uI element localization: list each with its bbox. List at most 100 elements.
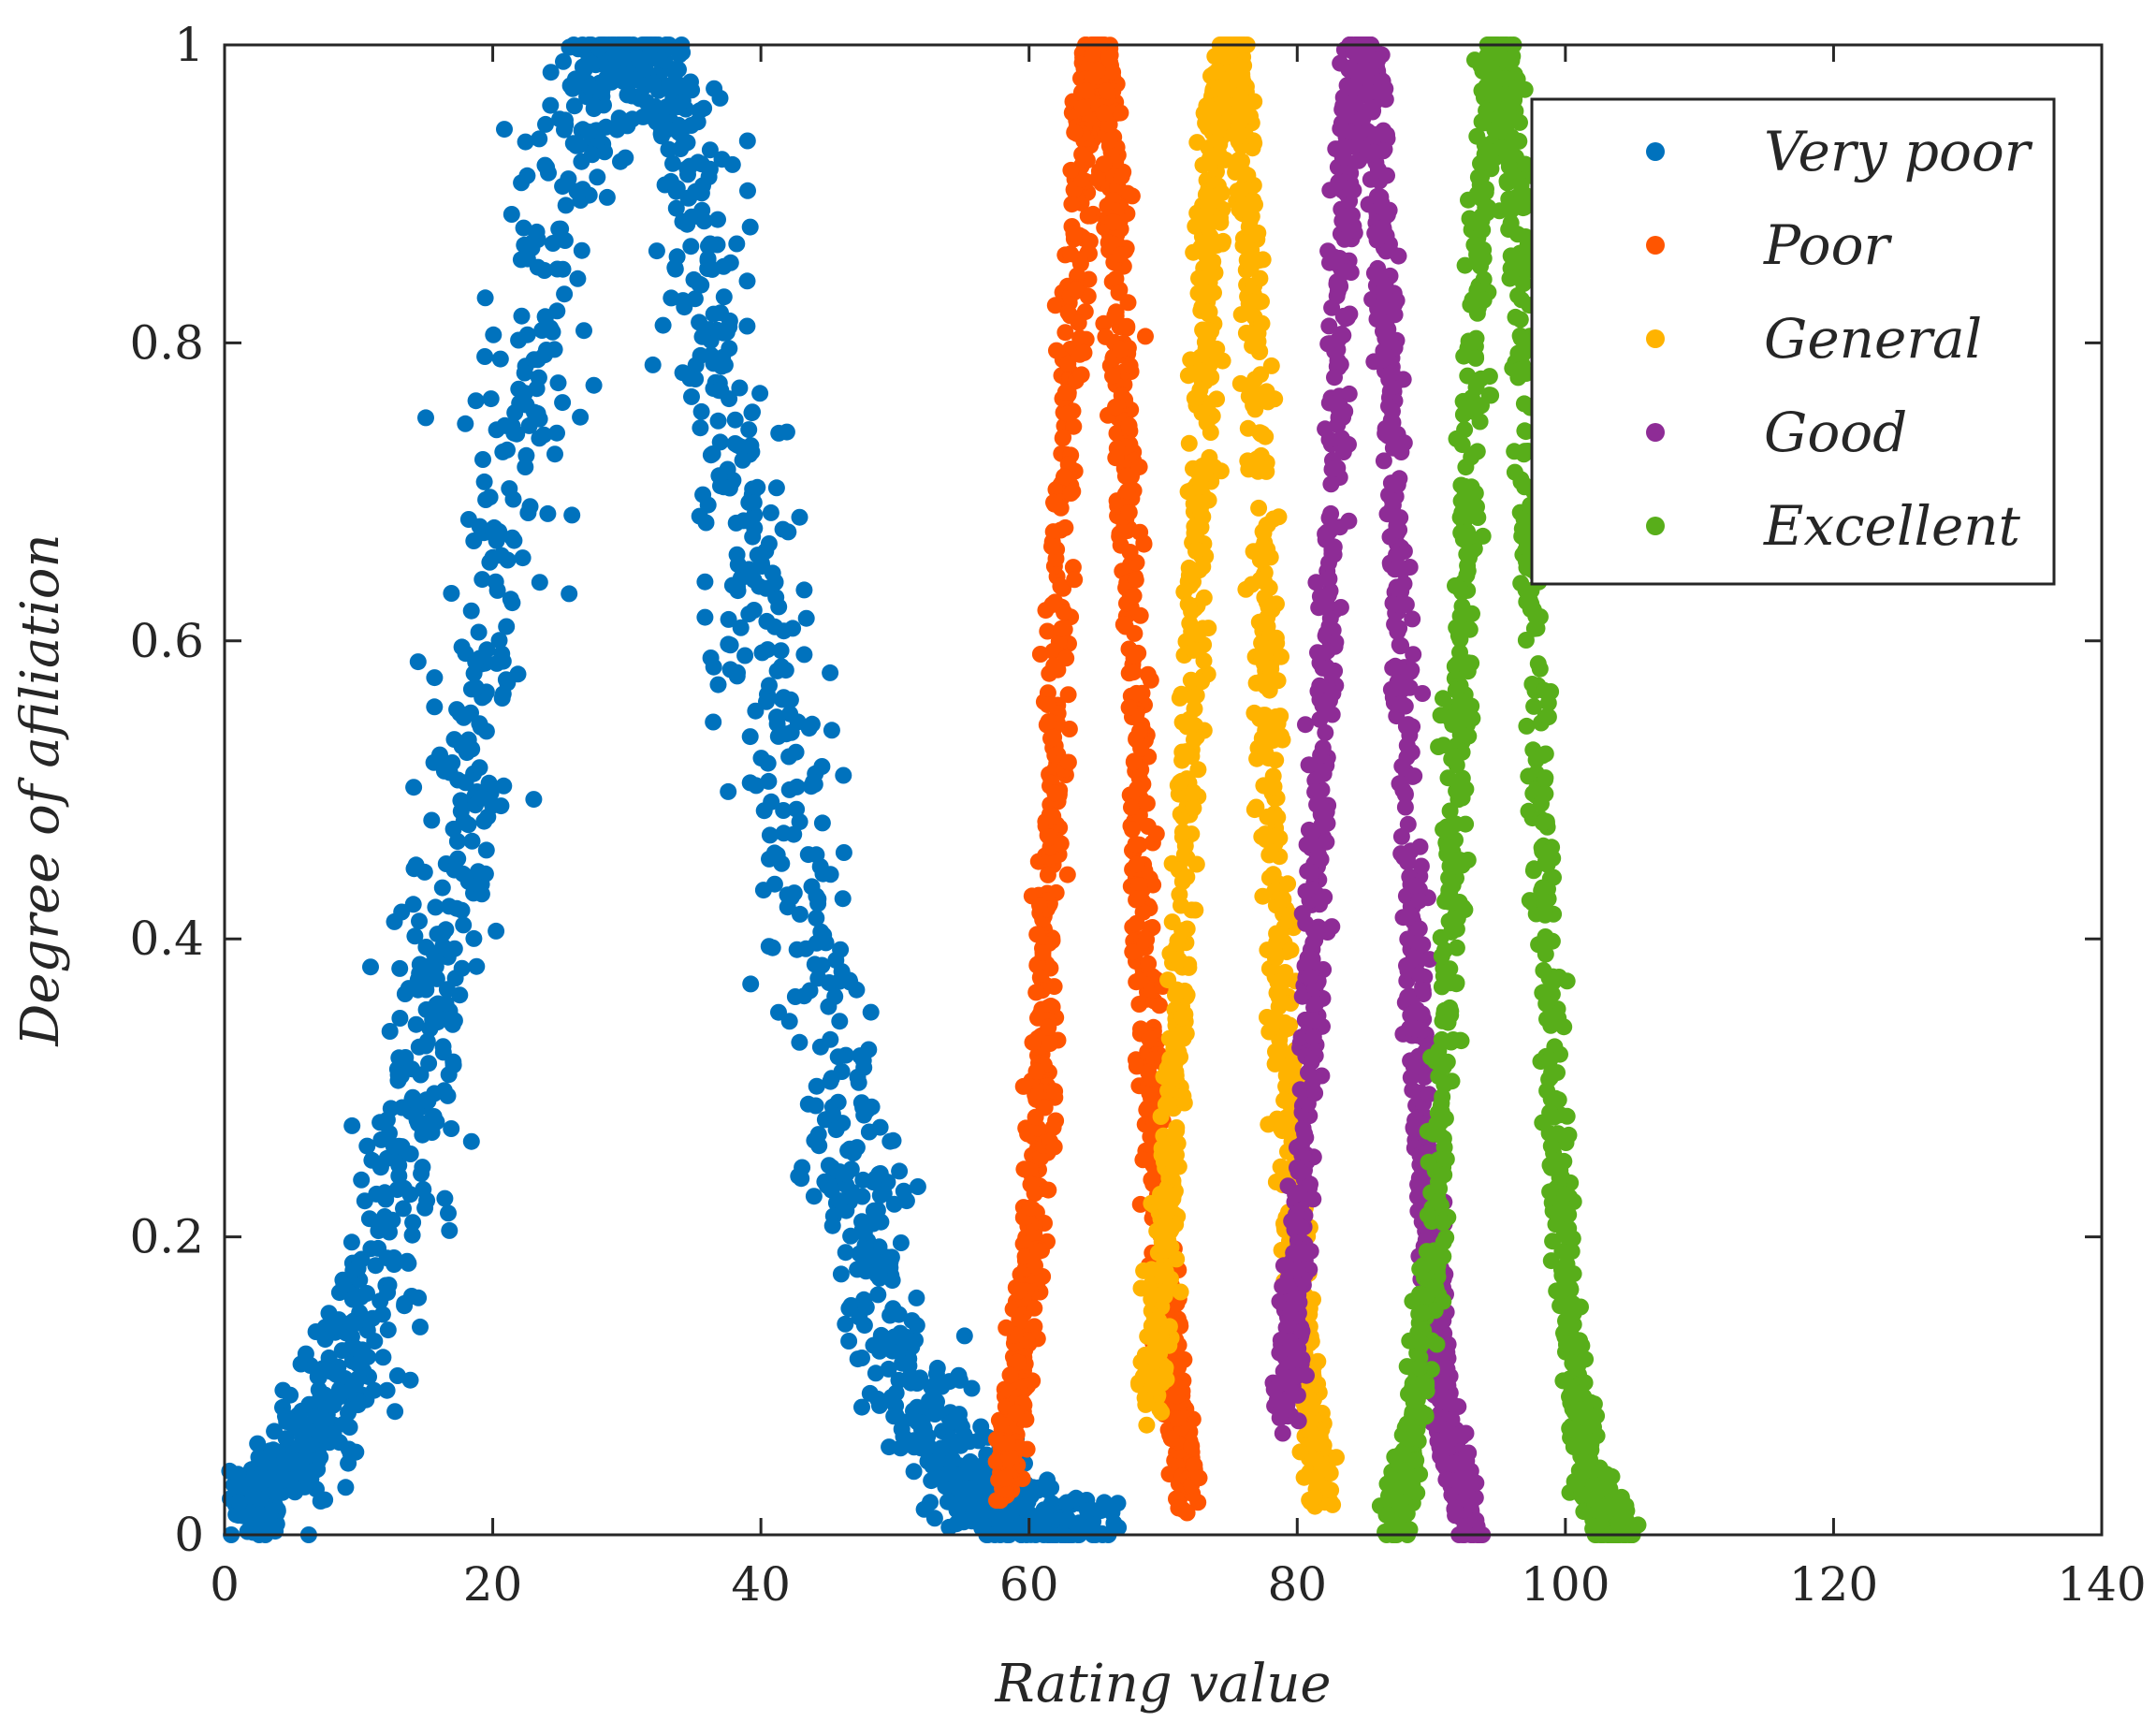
data-point (391, 959, 409, 977)
data-point (697, 514, 715, 532)
data-point (663, 289, 680, 307)
data-point (720, 610, 737, 628)
data-point (1210, 79, 1228, 96)
data-point (775, 689, 793, 707)
data-point (861, 1384, 879, 1402)
data-point (1182, 671, 1200, 689)
data-point (1310, 1434, 1328, 1452)
data-point (477, 841, 495, 859)
data-point (589, 168, 606, 186)
data-point (409, 653, 427, 671)
data-point (1107, 449, 1125, 467)
data-point (669, 98, 687, 115)
data-point (997, 1469, 1014, 1487)
data-point (741, 728, 759, 746)
data-point (1231, 374, 1249, 392)
data-point (401, 1186, 419, 1204)
data-point (865, 1202, 882, 1219)
data-point (229, 1466, 247, 1483)
data-point (1304, 1012, 1322, 1029)
data-point (882, 1248, 900, 1266)
data-point (1301, 968, 1318, 985)
data-point (1194, 508, 1212, 526)
data-point (405, 779, 423, 796)
data-point (1031, 897, 1048, 914)
data-point (556, 285, 574, 303)
data-point (463, 832, 481, 850)
data-point (693, 201, 711, 219)
data-point (619, 86, 636, 104)
data-point (1088, 62, 1106, 80)
data-point (822, 664, 839, 681)
data-point (453, 737, 471, 755)
data-point (1214, 352, 1231, 370)
data-point (473, 885, 490, 903)
data-point (453, 901, 471, 919)
data-point (1246, 371, 1264, 388)
data-point (905, 1438, 923, 1456)
data-point (465, 929, 483, 947)
data-point (709, 211, 726, 228)
data-point (706, 80, 723, 97)
data-point (1272, 993, 1289, 1011)
data-point (437, 921, 455, 939)
data-point (915, 1500, 933, 1518)
data-point (1162, 1430, 1180, 1448)
data-point (462, 1132, 480, 1150)
data-point (386, 1403, 404, 1421)
data-point (583, 146, 601, 164)
data-point (427, 898, 444, 916)
data-point (868, 1266, 886, 1284)
data-point (444, 1015, 461, 1033)
data-point (1259, 516, 1276, 533)
data-point (358, 1137, 376, 1155)
data-point (789, 713, 807, 731)
data-point (1045, 493, 1062, 511)
data-point (438, 981, 456, 999)
data-point (406, 927, 424, 945)
data-point (1059, 686, 1077, 704)
data-point (777, 662, 794, 679)
data-point (1303, 1399, 1319, 1417)
data-point (1274, 1122, 1291, 1140)
data-point (525, 791, 543, 809)
data-point (1252, 425, 1270, 443)
data-point (667, 199, 685, 217)
data-point (768, 708, 785, 726)
data-point (335, 1276, 353, 1293)
data-point (1305, 1489, 1323, 1507)
data-point (1125, 587, 1143, 605)
data-point (1194, 558, 1212, 576)
data-point (887, 1384, 905, 1402)
data-point (1001, 1449, 1019, 1467)
data-point (848, 981, 866, 999)
data-point (612, 153, 629, 170)
data-point (1039, 696, 1056, 714)
data-point (1084, 45, 1101, 63)
data-point (542, 64, 560, 81)
data-point (265, 1441, 283, 1459)
data-point (1317, 598, 1334, 616)
data-layer (221, 36, 1647, 1543)
data-point (423, 811, 441, 829)
data-point (494, 443, 512, 460)
data-point (870, 1165, 888, 1183)
data-point (349, 1396, 367, 1414)
data-point (1127, 835, 1144, 853)
data-point (872, 1326, 890, 1344)
data-point (1134, 1151, 1152, 1169)
data-point (1195, 589, 1213, 606)
data-point (586, 97, 604, 115)
data-point (1170, 951, 1187, 969)
data-point (1039, 1471, 1056, 1489)
data-point (1039, 866, 1056, 883)
data-point (1198, 414, 1216, 431)
data-point (1151, 997, 1168, 1014)
data-point (644, 356, 662, 373)
data-point (418, 1032, 436, 1050)
data-point (365, 1381, 383, 1399)
data-point (1289, 1412, 1307, 1430)
data-point (455, 812, 473, 830)
data-point (549, 374, 567, 392)
data-point (473, 571, 491, 589)
